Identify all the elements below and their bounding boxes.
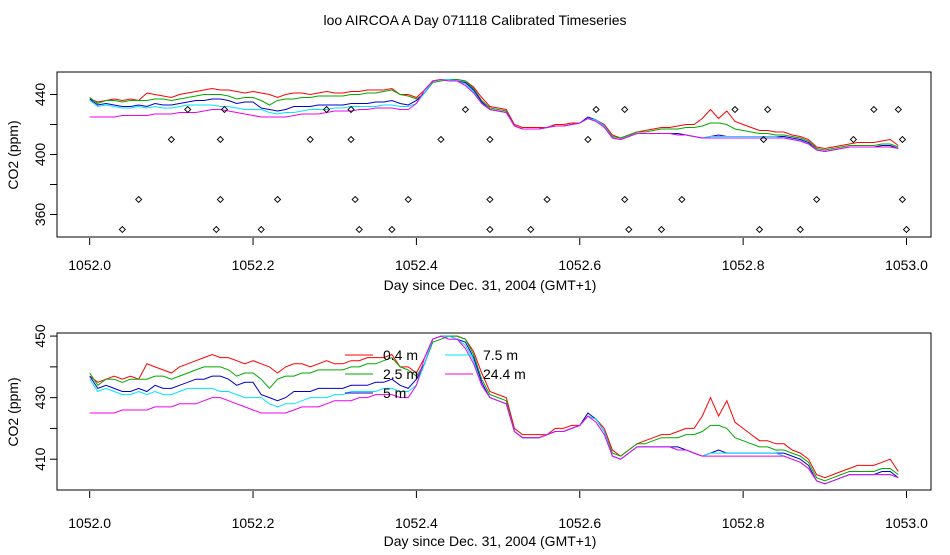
data-marker: [894, 105, 902, 114]
data-marker: [306, 135, 314, 144]
series-line-24-4-m: [89, 78, 899, 153]
data-marker: [796, 225, 804, 234]
series-line-7-5-m: [89, 79, 899, 153]
data-marker: [347, 135, 355, 144]
data-marker: [437, 135, 445, 144]
x-tick-label: 1052.8: [722, 257, 765, 273]
series-line-0-4-m: [89, 79, 899, 150]
x-tick-label: 1052.4: [395, 515, 438, 531]
x-tick-label: 1052.6: [558, 257, 601, 273]
data-marker: [731, 105, 739, 114]
y-tick-label: 360: [32, 203, 48, 227]
data-marker: [678, 195, 686, 204]
data-marker: [184, 105, 192, 114]
data-marker: [388, 225, 396, 234]
data-marker: [355, 225, 363, 234]
figure-title: loo AIRCOA A Day 071118 Calibrated Times…: [324, 12, 627, 28]
data-marker: [461, 105, 470, 114]
data-marker: [527, 225, 535, 234]
legend-label: 2.5 m: [383, 366, 418, 382]
legend-label: 5 m: [383, 385, 406, 401]
y-tick-label: 410: [32, 447, 48, 471]
data-marker: [849, 135, 858, 144]
legend-label: 7.5 m: [483, 347, 518, 363]
data-marker: [763, 105, 772, 114]
legend-label: 0.4 m: [383, 347, 418, 363]
series-line-24-4-m: [89, 335, 899, 485]
data-marker: [898, 195, 907, 204]
x-tick-label: 1052.4: [395, 257, 438, 273]
series-line-5-m: [89, 79, 899, 153]
data-marker: [212, 225, 220, 234]
x-ticks: 1052.0 1052.2 1052.4 1052.6 1052.8 1053.0: [68, 238, 928, 273]
data-marker: [621, 105, 629, 114]
data-marker: [657, 225, 666, 234]
x-tick-label: 1052.6: [558, 515, 601, 531]
data-marker: [220, 105, 229, 114]
top-panel: Day since Dec. 31, 2004 (GMT+1) CO2 (ppm…: [5, 71, 932, 293]
data-marker: [322, 105, 331, 114]
plot-frame: [56, 71, 932, 238]
data-marker: [625, 225, 633, 234]
data-marker: [898, 135, 907, 144]
data-marker: [543, 195, 551, 204]
x-tick-label: 1052.2: [232, 257, 275, 273]
data-marker: [592, 105, 600, 114]
x-tick-label: 1052.0: [68, 515, 111, 531]
x-tick-label: 1052.0: [68, 257, 111, 273]
x-tick-label: 1053.0: [885, 515, 928, 531]
data-marker: [273, 195, 282, 204]
data-marker: [167, 135, 175, 144]
series-lines: [89, 335, 899, 485]
data-marker: [486, 195, 494, 204]
markers: [118, 105, 911, 234]
data-marker: [347, 105, 355, 114]
plot-frame: [56, 332, 932, 491]
legend-label: 24.4 m: [483, 366, 526, 382]
data-marker: [404, 195, 412, 204]
series-lines: [89, 78, 899, 153]
y-ticks: 410 430 450: [32, 324, 57, 471]
y-ticks: 360 400 440: [32, 83, 57, 227]
data-marker: [813, 195, 821, 204]
legend: 0.4 m 2.5 m 5 m 7.5 m 24.4 m: [345, 347, 526, 401]
y-axis-label: CO2 (ppm): [5, 120, 21, 189]
data-marker: [486, 225, 494, 234]
data-marker: [486, 135, 494, 144]
y-axis-label: CO2 (ppm): [5, 377, 21, 446]
data-marker: [759, 135, 768, 144]
data-marker: [621, 195, 629, 204]
data-marker: [216, 135, 225, 144]
y-tick-label: 400: [32, 143, 48, 167]
data-marker: [351, 195, 359, 204]
x-tick-label: 1053.0: [885, 257, 928, 273]
data-marker: [870, 105, 878, 114]
bottom-panel: Day since Dec. 31, 2004 (GMT+1) CO2 (ppm…: [5, 324, 932, 549]
x-axis-label: Day since Dec. 31, 2004 (GMT+1): [384, 533, 597, 549]
data-marker: [135, 195, 143, 204]
x-tick-label: 1052.8: [722, 515, 765, 531]
data-marker: [902, 225, 911, 234]
data-marker: [755, 225, 764, 234]
series-line-2-5-m: [89, 79, 899, 151]
y-tick-label: 430: [32, 386, 48, 410]
series-line-0-4-m: [89, 335, 899, 479]
x-axis-label: Day since Dec. 31, 2004 (GMT+1): [384, 277, 597, 293]
data-marker: [257, 225, 265, 234]
x-tick-label: 1052.2: [232, 515, 275, 531]
data-marker: [584, 135, 592, 144]
y-tick-label: 440: [32, 83, 48, 107]
data-marker: [118, 225, 126, 234]
x-ticks: 1052.0 1052.2 1052.4 1052.6 1052.8 1053.0: [68, 491, 928, 531]
data-marker: [216, 195, 225, 204]
series-line-2-5-m: [89, 335, 899, 482]
y-tick-label: 450: [32, 324, 48, 348]
